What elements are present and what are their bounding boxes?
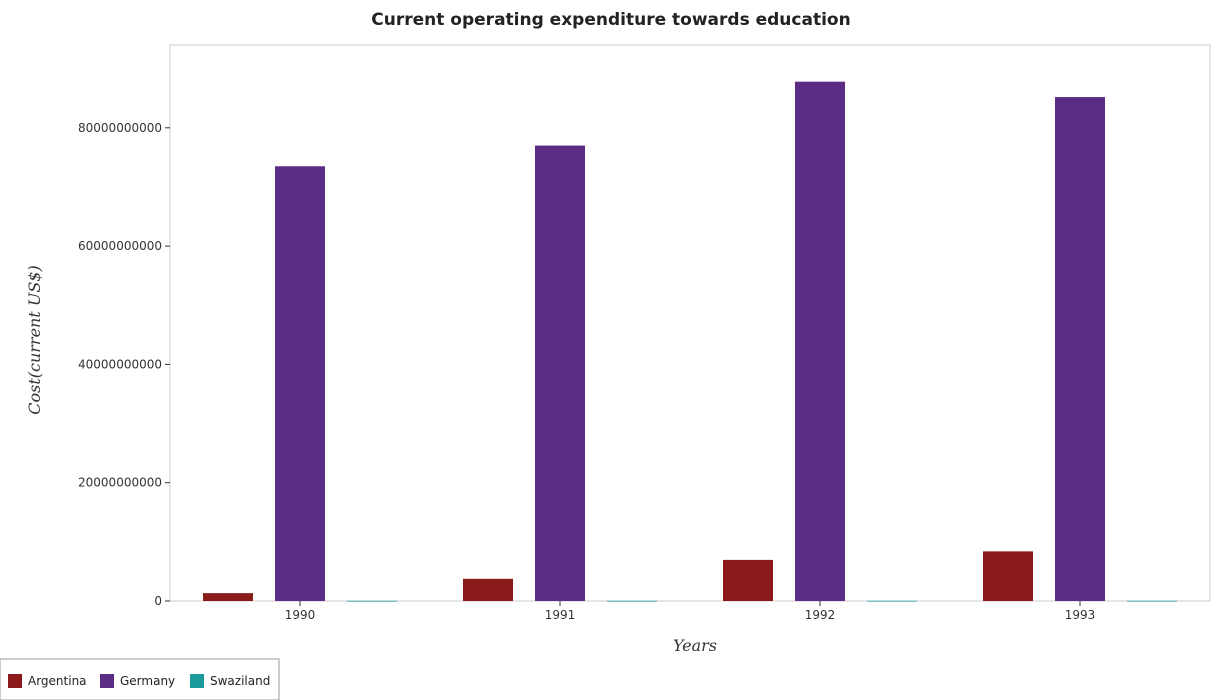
x-axis: 1990 1991 1992 1993 [285, 601, 1096, 622]
bar-swaziland-1991 [607, 600, 657, 602]
y-axis: 0 20000000000 40000000000 60000000000 800000… [78, 121, 170, 608]
legend-label-argentina: Argentina [28, 674, 87, 688]
x-tick-label: 1991 [545, 608, 576, 622]
bar-germany-1991 [535, 145, 585, 601]
bar-argentina-1990 [203, 593, 253, 601]
bar-argentina-1993 [983, 551, 1033, 601]
legend-swatch-swaziland [190, 674, 204, 688]
bar-argentina-1992 [723, 559, 773, 601]
legend-swatch-germany [100, 674, 114, 688]
bar-swaziland-1993 [1127, 600, 1177, 602]
legend-label-swaziland: Swaziland [210, 674, 270, 688]
plot-area [169, 44, 1211, 602]
legend-label-germany: Germany [120, 674, 175, 688]
x-tick-label: 1990 [285, 608, 316, 622]
legend: Argentina Germany Swaziland [0, 658, 280, 700]
bars [203, 81, 1177, 602]
y-tick-label: 60000000000 [78, 239, 162, 253]
bar-germany-1990 [275, 166, 325, 602]
bar-germany-1992 [795, 81, 845, 601]
y-tick-label: 40000000000 [78, 357, 162, 371]
bar-germany-1993 [1055, 97, 1105, 602]
y-tick-label: 80000000000 [78, 121, 162, 135]
chart-title: Current operating expenditure towards ed… [371, 10, 850, 30]
bar-argentina-1991 [463, 578, 513, 601]
x-tick-label: 1993 [1065, 608, 1096, 622]
x-tick-label: 1992 [805, 608, 836, 622]
y-tick-label: 20000000000 [78, 476, 162, 490]
legend-box [0, 658, 280, 700]
bar-swaziland-1992 [867, 600, 917, 602]
bar-swaziland-1990 [347, 600, 397, 602]
legend-swatch-argentina [8, 674, 22, 688]
y-tick-label: 0 [154, 594, 162, 608]
y-axis-label: Cost(current US$) [25, 265, 44, 414]
x-axis-label: Years [673, 636, 717, 655]
